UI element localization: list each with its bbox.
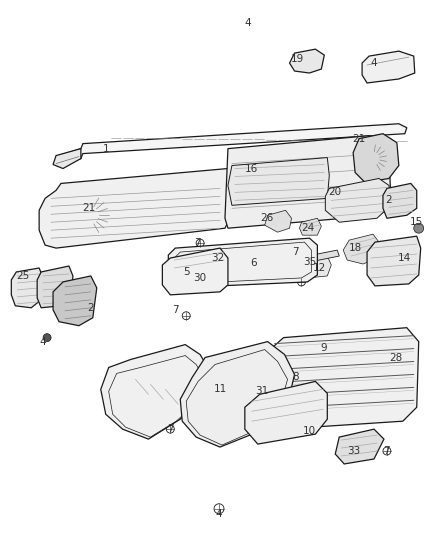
Text: 9: 9 (320, 343, 327, 352)
Polygon shape (101, 345, 210, 439)
Text: 11: 11 (213, 384, 226, 394)
Polygon shape (53, 276, 97, 326)
Text: 4: 4 (244, 18, 251, 28)
Circle shape (43, 334, 51, 342)
Text: 7: 7 (167, 424, 173, 434)
Polygon shape (210, 253, 232, 268)
Polygon shape (228, 158, 329, 205)
Polygon shape (162, 248, 228, 295)
Polygon shape (245, 382, 327, 444)
Polygon shape (367, 236, 421, 286)
Text: 21: 21 (353, 134, 366, 144)
Text: 7: 7 (292, 247, 299, 257)
Text: 19: 19 (291, 54, 304, 64)
Text: 4: 4 (371, 58, 377, 68)
Text: 25: 25 (17, 271, 30, 281)
Text: 30: 30 (194, 273, 207, 283)
Text: 8: 8 (292, 373, 299, 382)
Polygon shape (265, 211, 292, 232)
Text: 33: 33 (347, 446, 361, 456)
Text: 7: 7 (194, 238, 201, 248)
Text: 1: 1 (102, 143, 109, 154)
Text: 10: 10 (303, 426, 316, 436)
Polygon shape (53, 149, 81, 168)
Polygon shape (180, 342, 294, 447)
Text: 14: 14 (398, 253, 411, 263)
Text: 2: 2 (88, 303, 94, 313)
Polygon shape (168, 238, 318, 288)
Polygon shape (300, 218, 321, 235)
Polygon shape (353, 134, 399, 182)
Polygon shape (304, 256, 331, 278)
Polygon shape (225, 136, 391, 228)
Circle shape (414, 223, 424, 233)
Polygon shape (11, 268, 43, 308)
Polygon shape (325, 179, 391, 222)
Text: 16: 16 (245, 164, 258, 174)
Polygon shape (335, 429, 384, 464)
Polygon shape (56, 124, 407, 166)
Text: 28: 28 (389, 352, 403, 362)
Text: 2: 2 (385, 196, 392, 205)
Text: 24: 24 (301, 223, 314, 233)
Polygon shape (290, 49, 324, 73)
Text: 7: 7 (172, 305, 179, 315)
Text: 5: 5 (183, 267, 190, 277)
Text: 21: 21 (82, 203, 95, 213)
Text: 35: 35 (303, 257, 316, 267)
Text: 12: 12 (313, 263, 326, 273)
Polygon shape (362, 51, 415, 83)
Text: 18: 18 (349, 243, 362, 253)
Polygon shape (383, 183, 417, 218)
Polygon shape (268, 328, 419, 429)
Text: 20: 20 (328, 188, 342, 197)
Text: 4: 4 (40, 337, 46, 346)
Polygon shape (343, 234, 379, 264)
Polygon shape (307, 250, 339, 262)
Text: 32: 32 (212, 253, 225, 263)
Text: 26: 26 (260, 213, 273, 223)
Text: 4: 4 (215, 508, 223, 519)
Text: 31: 31 (255, 386, 268, 397)
Text: 7: 7 (383, 446, 389, 456)
Polygon shape (39, 168, 232, 248)
Text: 15: 15 (410, 217, 424, 227)
Polygon shape (37, 266, 73, 308)
Text: 6: 6 (251, 258, 257, 268)
